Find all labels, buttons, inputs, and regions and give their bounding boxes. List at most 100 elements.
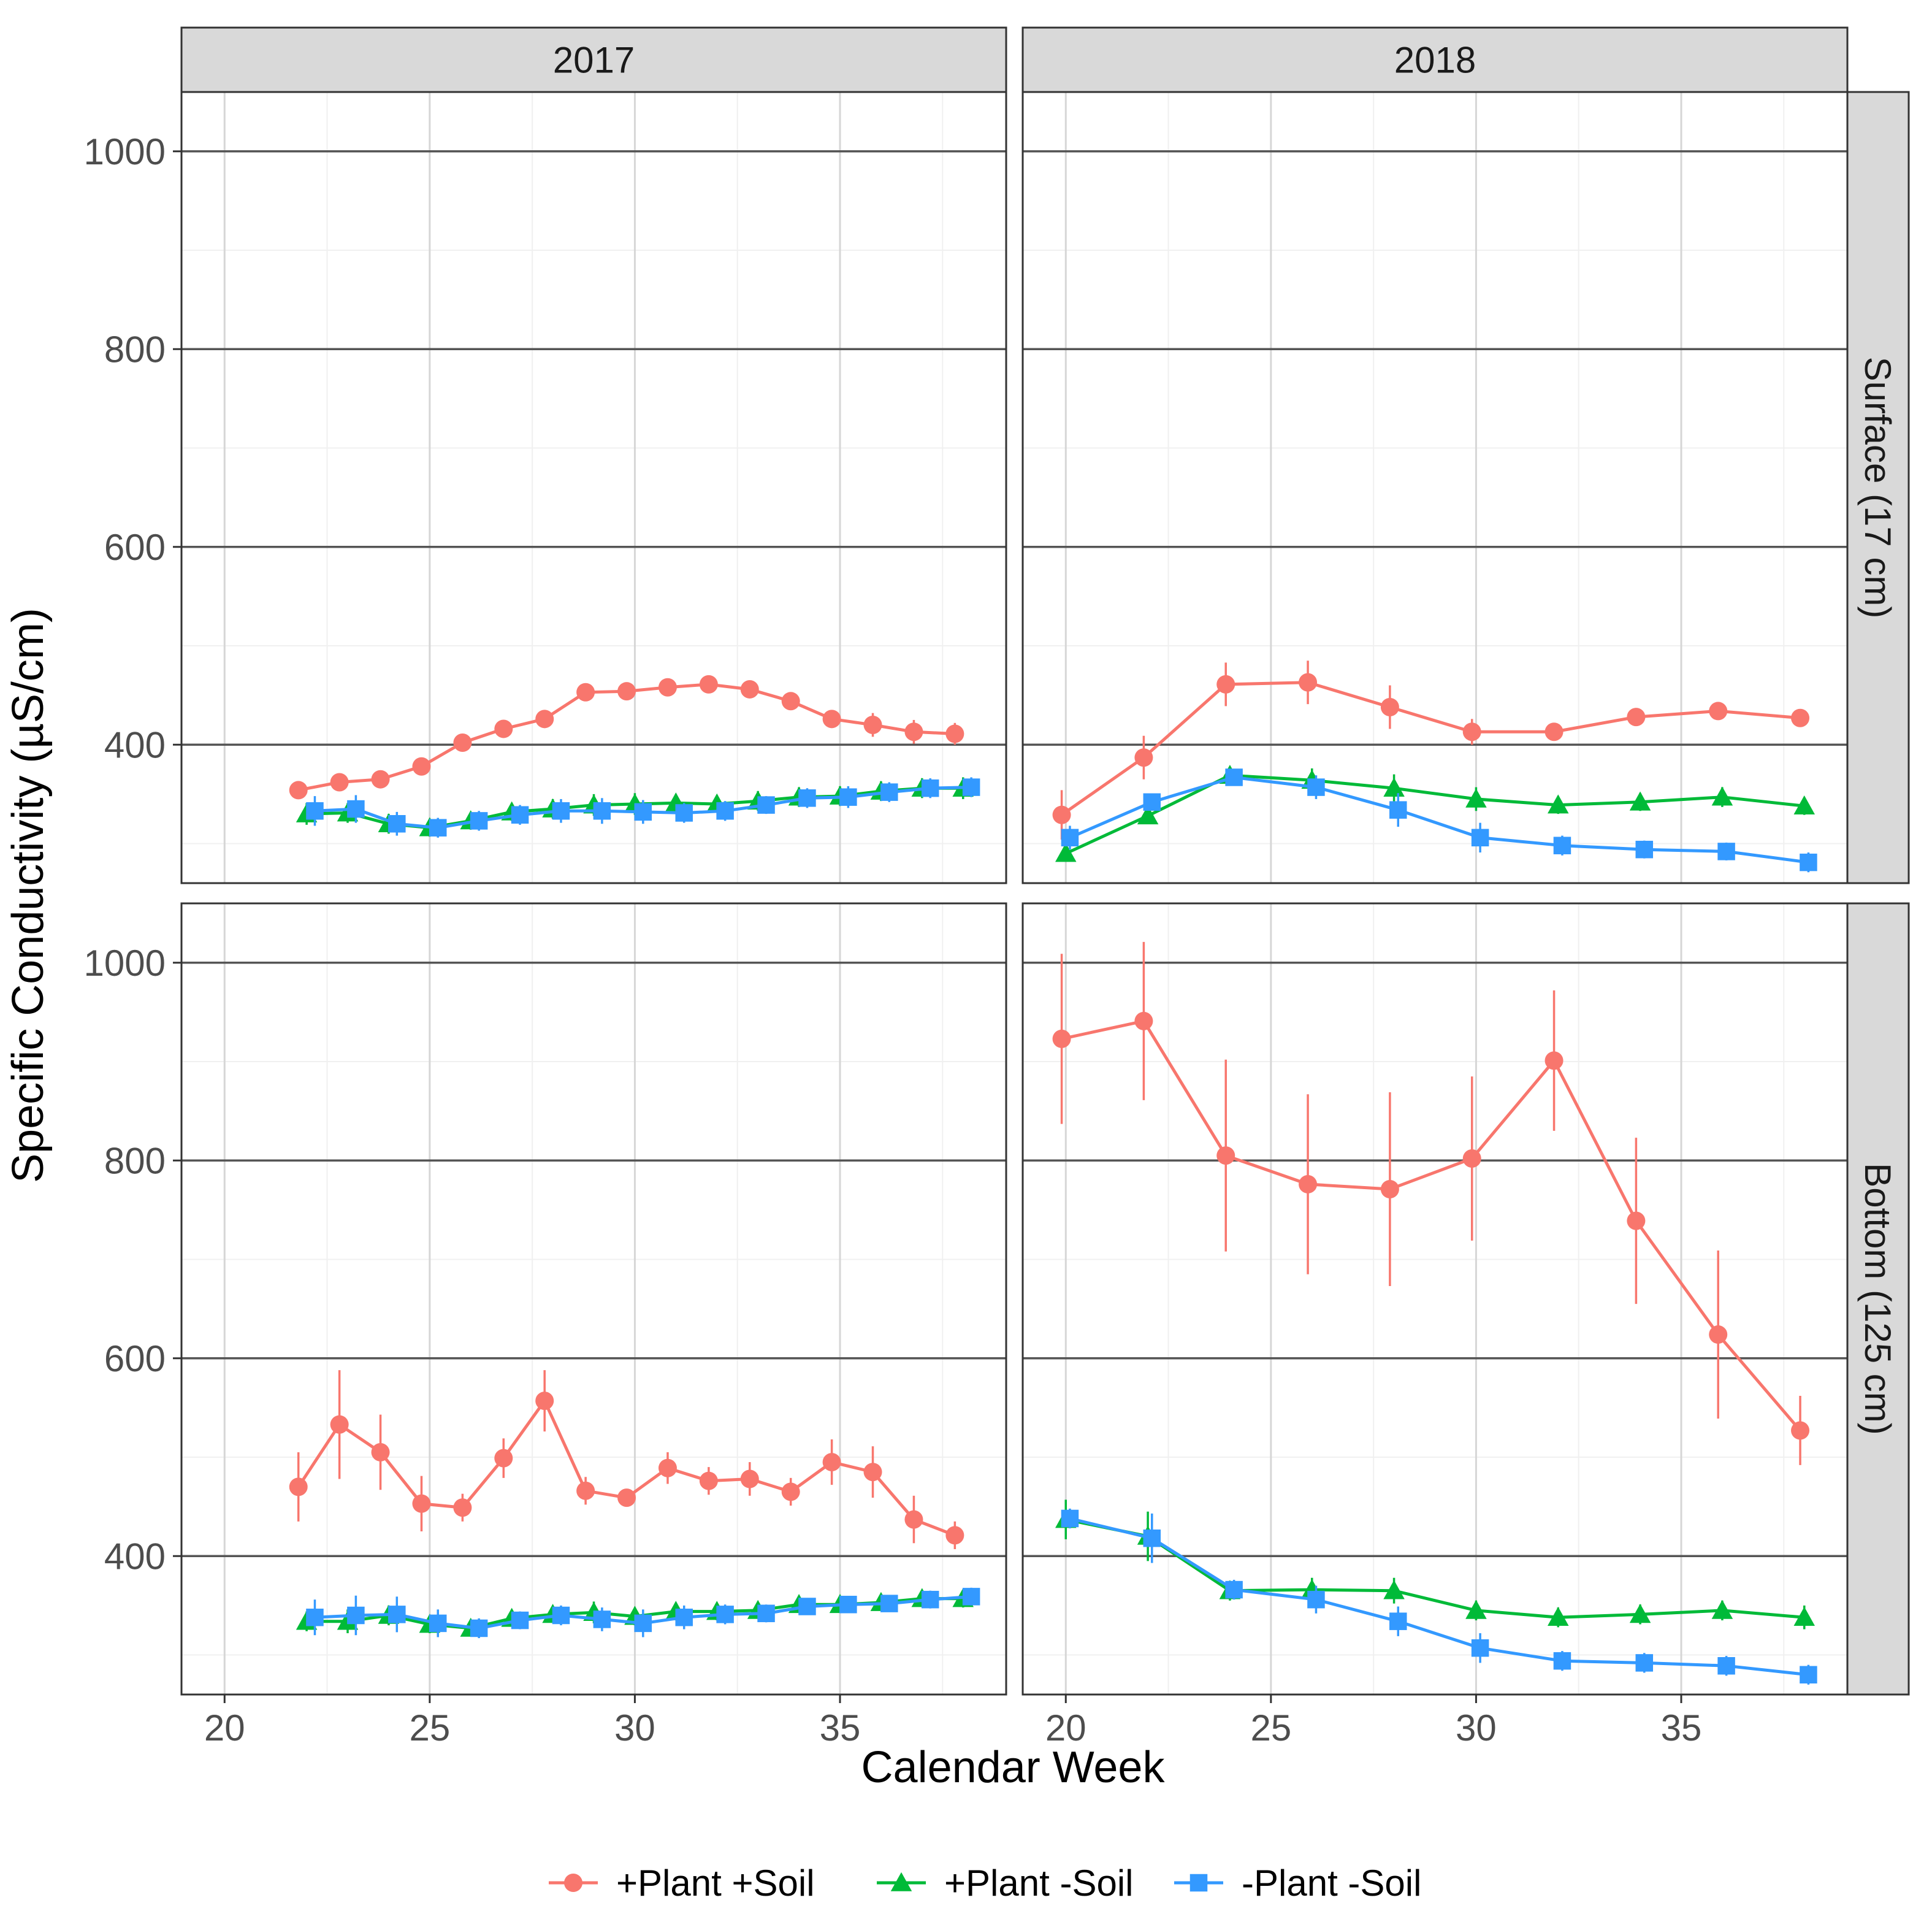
strip-right-surface: Surface (17 cm)	[1846, 91, 1910, 884]
data-point	[1143, 1529, 1161, 1547]
data-point	[1635, 1654, 1654, 1672]
panel-border	[180, 902, 1007, 1696]
data-point	[658, 1458, 677, 1477]
data-point	[1225, 768, 1243, 786]
data-point	[1711, 1599, 1733, 1619]
data-point	[453, 1498, 472, 1517]
data-point	[634, 1614, 652, 1633]
data-point	[494, 1449, 513, 1468]
data-point	[593, 1610, 611, 1628]
strip-label: 2017	[553, 40, 635, 81]
strip-right-bottom: Bottom (125 cm)	[1846, 902, 1910, 1696]
data-point	[576, 1481, 595, 1500]
strip-top-2018: 2018	[1021, 26, 1849, 93]
y-tick-label: 600	[104, 1338, 166, 1379]
data-point	[716, 1606, 734, 1623]
data-point	[347, 800, 365, 818]
data-point	[1061, 829, 1079, 847]
data-point	[962, 1588, 980, 1606]
series-line	[1061, 1019, 1801, 1432]
y-tick-label: 1000	[84, 943, 166, 984]
panel-background	[181, 92, 1006, 883]
legend-item: -Plant -Soil	[1174, 1863, 1421, 1904]
data-point	[535, 1392, 554, 1411]
data-point	[388, 815, 406, 833]
data-point	[429, 1614, 447, 1633]
data-point	[1216, 675, 1235, 694]
data-point	[289, 781, 308, 800]
strip-background	[1846, 902, 1910, 1696]
data-point	[1383, 1580, 1405, 1599]
strip-label: Bottom (125 cm)	[1857, 1163, 1898, 1434]
data-point	[863, 716, 882, 734]
data-point	[1134, 748, 1153, 767]
strip-background	[180, 26, 1007, 93]
strip-label: 2018	[1394, 40, 1476, 81]
data-point	[822, 710, 841, 729]
legend-key-marker	[564, 1874, 582, 1892]
panel-background	[181, 903, 1006, 1695]
data-point	[535, 710, 554, 729]
data-point	[1544, 1051, 1564, 1070]
series-plant-soil	[1052, 661, 1810, 840]
data-point	[1717, 843, 1735, 860]
legend-label: +Plant -Soil	[944, 1863, 1134, 1904]
series-line	[1061, 681, 1801, 816]
data-point	[716, 802, 734, 820]
data-point	[1299, 1174, 1318, 1193]
legend-item: +Plant +Soil	[549, 1863, 815, 1904]
panel-2017-bottom: 20 25 30 35 400 600 800 1000	[84, 902, 1007, 1748]
data-point	[757, 1604, 775, 1623]
data-point	[1462, 1149, 1481, 1168]
data-point	[1383, 777, 1405, 797]
data-point	[1471, 1639, 1489, 1657]
data-point	[921, 1590, 939, 1609]
x-axis-title: Calendar Week	[861, 1743, 1166, 1792]
data-point	[1055, 843, 1077, 862]
x-tick-label: 20	[204, 1707, 245, 1748]
data-point	[1052, 805, 1071, 824]
data-point	[699, 1471, 718, 1490]
legend-key-marker	[1189, 1874, 1208, 1892]
y-tick-label: 800	[104, 1140, 166, 1181]
data-point	[740, 680, 759, 699]
chart-panels: 400 600 800 1000 20 25 30 35 400 600 800 1000 20 25 30…	[84, 91, 1849, 1748]
data-point	[511, 1611, 529, 1630]
data-point	[1629, 1604, 1651, 1623]
data-point	[757, 796, 775, 814]
data-point	[1629, 791, 1651, 811]
data-point	[1216, 1146, 1235, 1165]
series-line	[1065, 773, 1804, 855]
data-point	[904, 722, 923, 741]
data-point	[412, 1494, 431, 1513]
legend-label: -Plant -Soil	[1242, 1863, 1421, 1904]
data-point	[1380, 1180, 1399, 1199]
legend-item: +Plant -Soil	[877, 1863, 1134, 1904]
legend: +Plant +Soil +Plant -Soil -Plant -Soil	[549, 1863, 1421, 1904]
panel-2017-surface: 400 600 800 1000	[84, 91, 1007, 884]
data-point	[1553, 837, 1571, 854]
y-tick-label: 400	[104, 1536, 166, 1577]
data-point	[1389, 1612, 1407, 1630]
data-point	[839, 788, 857, 806]
strip-background	[1846, 91, 1910, 884]
data-point	[1307, 1590, 1325, 1609]
data-point	[1465, 788, 1487, 808]
y-axis-title: Specific Conductivity (µS/cm)	[4, 608, 53, 1183]
data-point	[347, 1606, 365, 1625]
data-point	[839, 1596, 857, 1614]
data-point	[494, 719, 513, 738]
data-point	[863, 1463, 882, 1482]
data-point	[658, 678, 677, 697]
data-point	[880, 783, 898, 801]
legend-label: +Plant +Soil	[616, 1863, 815, 1904]
series-plant-soil	[306, 1587, 980, 1639]
facet-strips: 2017 2018 Surface (17 cm) Bottom (125 cm)	[180, 26, 1910, 1696]
data-point	[1553, 1652, 1571, 1670]
data-point	[675, 804, 693, 822]
data-point	[1462, 722, 1481, 741]
data-point	[1709, 1325, 1728, 1344]
data-point	[371, 1442, 390, 1461]
data-point	[1299, 673, 1318, 692]
